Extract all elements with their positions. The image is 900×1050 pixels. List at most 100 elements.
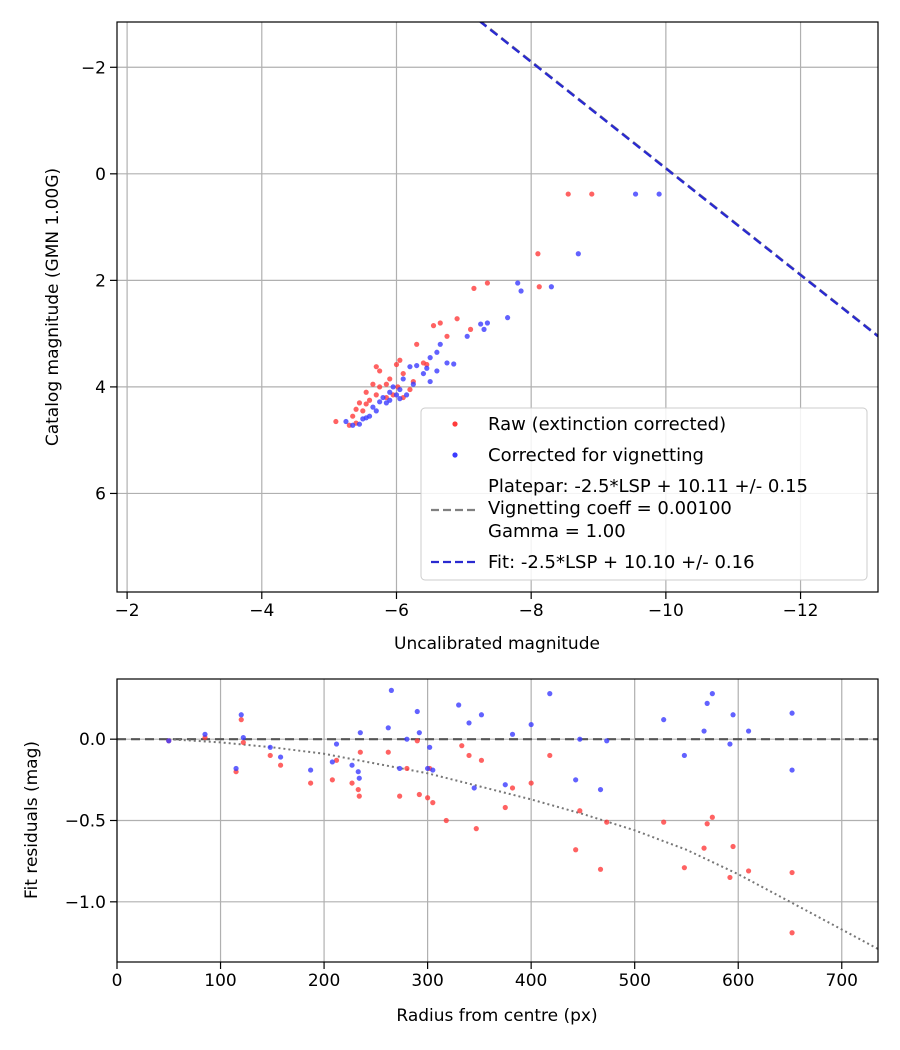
top-corrected-point	[390, 384, 396, 390]
top-raw-point	[373, 392, 379, 398]
legend-platepar-line2: Vignetting coeff = 0.00100	[488, 498, 732, 519]
top-raw-point	[333, 418, 339, 425]
top-raw-point	[565, 191, 571, 197]
bottom-raw-point	[277, 762, 284, 768]
top-corrected-point	[400, 376, 406, 382]
bottom-raw-point	[789, 869, 795, 876]
bottom-corrected-point	[701, 728, 707, 734]
top-x-tick-label: −8	[519, 601, 544, 621]
bottom-raw-point	[329, 777, 335, 783]
top-raw-point	[353, 406, 359, 412]
top-raw-point	[366, 397, 373, 403]
legend-platepar-line3: Gamma = 1.00	[488, 521, 626, 542]
top-raw-point	[471, 285, 477, 291]
bottom-corrected-point	[277, 754, 284, 760]
top-corrected-point	[414, 362, 420, 369]
top-raw-point	[350, 413, 356, 419]
top-corrected-point	[632, 191, 639, 197]
bottom-corrected-point	[388, 687, 394, 693]
top-corrected-point	[505, 315, 511, 321]
bottom-y-tick-label: −1.0	[65, 893, 106, 913]
top-corrected-point	[397, 386, 403, 393]
bottom-raw-point	[701, 845, 707, 851]
bottom-y-tick-label: −0.5	[65, 812, 106, 832]
top-raw-point	[535, 251, 541, 257]
top-corrected-point	[377, 399, 383, 405]
bottom-corrected-point	[547, 691, 553, 697]
top-corrected-point	[437, 341, 443, 347]
bottom-raw-point	[661, 819, 667, 825]
top-raw-point	[589, 191, 595, 197]
bottom-corrected-point	[333, 741, 340, 747]
bottom-raw-point	[727, 874, 733, 881]
top-corrected-point	[484, 320, 490, 326]
top-raw-point	[397, 357, 403, 363]
bottom-raw-point	[397, 793, 403, 799]
bottom-raw-point	[459, 743, 465, 749]
bottom-raw-point	[789, 930, 795, 936]
bottom-x-tick-label: 700	[826, 971, 858, 991]
top-y-tick-label: 6	[95, 484, 106, 504]
top-corrected-point	[427, 355, 433, 361]
bottom-corrected-point	[427, 744, 433, 750]
top-corrected-point	[434, 349, 440, 355]
bottom-chart: 0 100 200 300 400 500 600 700 −1.0 −0.5 0.0 Radiu…	[22, 678, 879, 1026]
bottom-corrected-point	[425, 765, 431, 772]
top-corrected-point	[548, 284, 554, 290]
bottom-vignetting-model-line	[168, 738, 878, 950]
bottom-corrected-point	[604, 738, 610, 744]
top-corrected-point	[370, 404, 376, 410]
top-raw-point	[437, 320, 443, 326]
top-corrected-point	[403, 392, 410, 398]
top-y-tick-label: 4	[95, 378, 106, 398]
top-x-tick-label: −4	[249, 601, 274, 621]
bottom-raw-point	[709, 814, 715, 820]
bottom-x-tick-label: 600	[722, 971, 754, 991]
legend-platepar-line1: Platepar: -2.5*LSP + 10.11 +/- 0.15	[488, 476, 808, 497]
bottom-corrected-point	[466, 720, 472, 726]
bottom-corrected-point	[355, 769, 361, 775]
bottom-x-tick-label: 0	[112, 971, 123, 991]
bottom-y-ticks: −1.0 −0.5 0.0	[65, 730, 117, 913]
top-y-tick-label: −2	[81, 58, 106, 78]
bottom-raw-point	[356, 793, 362, 799]
bottom-corrected-point	[577, 736, 583, 742]
top-raw-point	[484, 280, 490, 286]
top-corrected-point	[393, 392, 400, 398]
bottom-raw-point	[509, 785, 516, 791]
top-raw-point	[383, 381, 389, 387]
top-axes-frame	[116, 21, 879, 593]
bottom-raw-point	[308, 780, 314, 786]
bottom-raw-point	[730, 843, 736, 850]
legend-fit-label: Fit: -2.5*LSP + 10.10 +/- 0.16	[488, 552, 755, 573]
bottom-raw-point	[478, 757, 485, 763]
top-corrected-point	[380, 394, 386, 401]
bottom-x-tick-label: 100	[204, 971, 236, 991]
bottom-corrected-point	[416, 730, 422, 736]
top-x-ticks: −2 −4 −6 −8 −10 −12	[115, 592, 818, 621]
top-legend: Raw (extinction corrected) Corrected for…	[420, 407, 868, 581]
top-corrected-point	[451, 361, 457, 367]
legend-raw-marker	[452, 421, 458, 427]
top-raw-point	[363, 401, 369, 407]
top-corrected-point	[387, 389, 393, 395]
top-corrected-point	[410, 381, 416, 387]
top-corrected-point	[397, 396, 403, 402]
bottom-corrected-point	[789, 710, 795, 716]
top-x-tick-label: −6	[384, 601, 409, 621]
bottom-corrected-point	[385, 725, 391, 731]
top-raw-point	[400, 370, 406, 377]
bottom-raw-point	[430, 800, 436, 806]
bottom-raw-point	[240, 739, 246, 746]
top-corrected-point	[356, 421, 363, 427]
bottom-scatter-points	[166, 687, 795, 936]
top-corrected-point	[515, 280, 521, 286]
bottom-raw-point	[502, 804, 508, 811]
top-corrected-point	[407, 364, 413, 370]
bottom-raw-point	[443, 817, 449, 824]
bottom-corrected-point	[356, 775, 362, 781]
bottom-corrected-point	[573, 777, 579, 783]
top-raw-point	[377, 384, 383, 390]
top-corrected-point	[383, 400, 389, 406]
bottom-raw-point	[416, 791, 422, 798]
